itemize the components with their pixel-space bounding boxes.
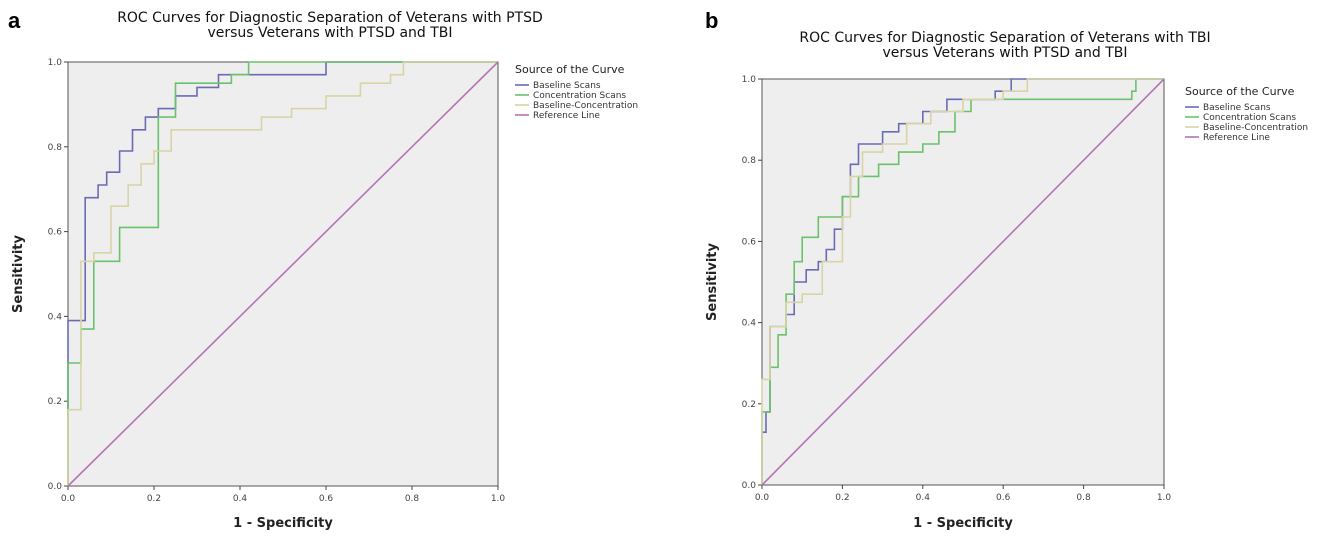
series-line-a-baseline xyxy=(67,61,498,486)
x-axis-label-b: 1 - Specificity xyxy=(913,516,1013,531)
panel-letter-b: b xyxy=(705,8,718,33)
y-tick-label-a-5: 1.0 xyxy=(48,58,63,68)
panel-letter-a: a xyxy=(8,8,21,33)
x-tick-label-b-0: 0.0 xyxy=(755,493,770,503)
x-tick-label-b-5: 1.0 xyxy=(1157,493,1172,503)
x-tick-label-a-2: 0.4 xyxy=(233,494,248,504)
x-tick-label-a-3: 0.6 xyxy=(319,494,334,504)
y-tick-label-a-1: 0.2 xyxy=(48,397,62,407)
legend-label-b-reference: Reference Line xyxy=(1203,133,1270,143)
y-tick-label-a-0: 0.0 xyxy=(48,482,63,492)
x-tick-label-b-1: 0.2 xyxy=(835,493,849,503)
legend-label-a-baseline-concentration: Baseline-Concentration xyxy=(533,101,638,111)
x-axis-label-a: 1 - Specificity xyxy=(233,516,333,531)
legend-label-a-reference: Reference Line xyxy=(533,111,600,121)
x-tick-label-a-1: 0.2 xyxy=(147,494,161,504)
y-tick-label-b-0: 0.0 xyxy=(742,481,757,491)
chart-title-a-line-1: ROC Curves for Diagnostic Separation of … xyxy=(117,10,543,26)
series-line-b-baseline-concentration xyxy=(761,78,1164,485)
x-tick-label-b-3: 0.6 xyxy=(996,493,1011,503)
y-tick-label-b-3: 0.6 xyxy=(742,237,757,247)
x-tick-label-a-5: 1.0 xyxy=(491,494,506,504)
y-tick-label-a-3: 0.6 xyxy=(48,228,63,238)
legend-label-b-baseline: Baseline Scans xyxy=(1203,103,1271,113)
legend-label-b-concentration: Concentration Scans xyxy=(1203,113,1296,123)
chart-title-b-line-2: versus Veterans with PTSD and TBI xyxy=(882,45,1127,61)
legend-label-b-baseline-concentration: Baseline-Concentration xyxy=(1203,123,1308,133)
x-tick-label-a-4: 0.8 xyxy=(405,494,420,504)
y-tick-label-a-2: 0.4 xyxy=(48,312,63,322)
y-tick-label-b-4: 0.8 xyxy=(742,156,757,166)
x-tick-label-b-4: 0.8 xyxy=(1076,493,1091,503)
legend-label-a-concentration: Concentration Scans xyxy=(533,91,626,101)
y-tick-label-a-4: 0.8 xyxy=(48,143,63,153)
series-line-b-reference xyxy=(761,78,1165,486)
y-tick-label-b-2: 0.4 xyxy=(742,319,757,329)
legend-title-b: Source of the Curve xyxy=(1185,85,1295,98)
chart-title-a-line-2: versus Veterans with PTSD and TBI xyxy=(207,25,452,41)
legend-title-a: Source of the Curve xyxy=(515,63,625,76)
legend-label-a-baseline: Baseline Scans xyxy=(533,81,601,91)
x-tick-label-b-2: 0.4 xyxy=(916,493,931,503)
series-line-a-reference xyxy=(67,61,499,487)
series-line-a-baseline-concentration xyxy=(67,61,498,486)
y-axis-label-b: Sensitivity xyxy=(705,243,720,321)
y-tick-label-b-1: 0.2 xyxy=(742,400,756,410)
chart-title-b-line-1: ROC Curves for Diagnostic Separation of … xyxy=(799,30,1210,46)
y-axis-label-a: Sensitivity xyxy=(11,235,26,313)
x-tick-label-a-0: 0.0 xyxy=(61,494,76,504)
y-tick-label-b-5: 1.0 xyxy=(742,75,757,85)
